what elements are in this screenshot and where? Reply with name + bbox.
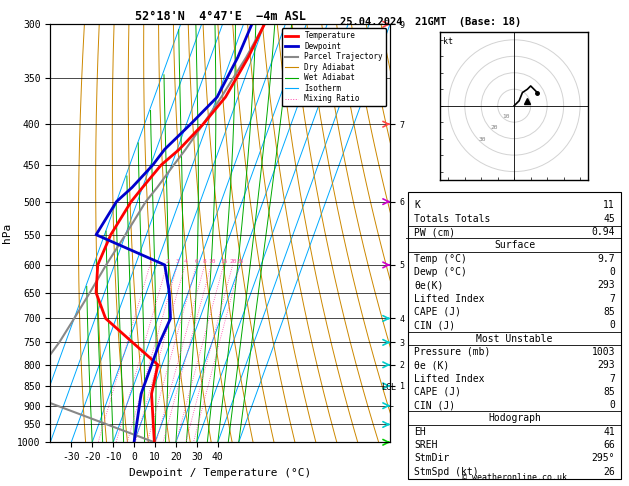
Text: K: K	[414, 200, 420, 210]
Text: © weatheronline.co.uk: © weatheronline.co.uk	[462, 473, 567, 482]
Text: Dewp (°C): Dewp (°C)	[414, 267, 467, 277]
Text: θe(K): θe(K)	[414, 280, 443, 290]
Text: 66: 66	[603, 440, 615, 450]
Text: 4: 4	[184, 259, 187, 264]
Text: StmDir: StmDir	[414, 453, 449, 464]
Text: 2: 2	[165, 259, 169, 264]
Text: 25.04.2024  21GMT  (Base: 18): 25.04.2024 21GMT (Base: 18)	[340, 17, 521, 27]
Text: kt: kt	[443, 36, 454, 46]
Text: 0: 0	[609, 320, 615, 330]
Text: Temp (°C): Temp (°C)	[414, 254, 467, 264]
Text: 45: 45	[603, 214, 615, 224]
Text: 7: 7	[609, 294, 615, 304]
Text: CIN (J): CIN (J)	[414, 400, 455, 410]
Text: 0: 0	[609, 267, 615, 277]
Text: 15: 15	[220, 259, 228, 264]
Text: SREH: SREH	[414, 440, 438, 450]
Text: 1003: 1003	[591, 347, 615, 357]
Text: 6: 6	[195, 259, 199, 264]
Text: PW (cm): PW (cm)	[414, 227, 455, 237]
Text: CIN (J): CIN (J)	[414, 320, 455, 330]
Text: LCL: LCL	[382, 383, 397, 392]
Text: 85: 85	[603, 387, 615, 397]
X-axis label: Dewpoint / Temperature (°C): Dewpoint / Temperature (°C)	[129, 468, 311, 478]
Text: θe (K): θe (K)	[414, 360, 449, 370]
Text: 7: 7	[609, 374, 615, 383]
Legend: Temperature, Dewpoint, Parcel Trajectory, Dry Adiabat, Wet Adiabat, Isotherm, Mi: Temperature, Dewpoint, Parcel Trajectory…	[282, 28, 386, 106]
Text: 293: 293	[598, 360, 615, 370]
Text: Lifted Index: Lifted Index	[414, 374, 484, 383]
Text: 26: 26	[603, 467, 615, 477]
Text: 8: 8	[203, 259, 207, 264]
Text: EH: EH	[414, 427, 426, 437]
Text: 295°: 295°	[591, 453, 615, 464]
Text: 41: 41	[603, 427, 615, 437]
Text: 0.94: 0.94	[591, 227, 615, 237]
Text: 10: 10	[503, 114, 510, 119]
Text: 3: 3	[176, 259, 180, 264]
Text: 1: 1	[148, 259, 152, 264]
Text: Pressure (mb): Pressure (mb)	[414, 347, 491, 357]
Text: CAPE (J): CAPE (J)	[414, 307, 461, 317]
Y-axis label: hPa: hPa	[1, 223, 11, 243]
Text: 20: 20	[229, 259, 237, 264]
Y-axis label: km
ASL: km ASL	[406, 226, 425, 241]
Text: 9.7: 9.7	[598, 254, 615, 264]
Text: Hodograph: Hodograph	[488, 414, 541, 423]
Text: Most Unstable: Most Unstable	[476, 333, 553, 344]
Title: 52°18'N  4°47'E  −4m ASL: 52°18'N 4°47'E −4m ASL	[135, 10, 306, 23]
Text: StmSpd (kt): StmSpd (kt)	[414, 467, 479, 477]
Text: 30: 30	[479, 137, 486, 142]
Text: 0: 0	[609, 400, 615, 410]
Text: Totals Totals: Totals Totals	[414, 214, 491, 224]
Text: 293: 293	[598, 280, 615, 290]
Text: 20: 20	[491, 125, 498, 130]
Text: 25: 25	[237, 259, 244, 264]
Text: 85: 85	[603, 307, 615, 317]
Text: Lifted Index: Lifted Index	[414, 294, 484, 304]
Text: 11: 11	[603, 200, 615, 210]
Text: Surface: Surface	[494, 241, 535, 250]
Text: CAPE (J): CAPE (J)	[414, 387, 461, 397]
Text: 10: 10	[208, 259, 215, 264]
FancyBboxPatch shape	[408, 192, 621, 479]
